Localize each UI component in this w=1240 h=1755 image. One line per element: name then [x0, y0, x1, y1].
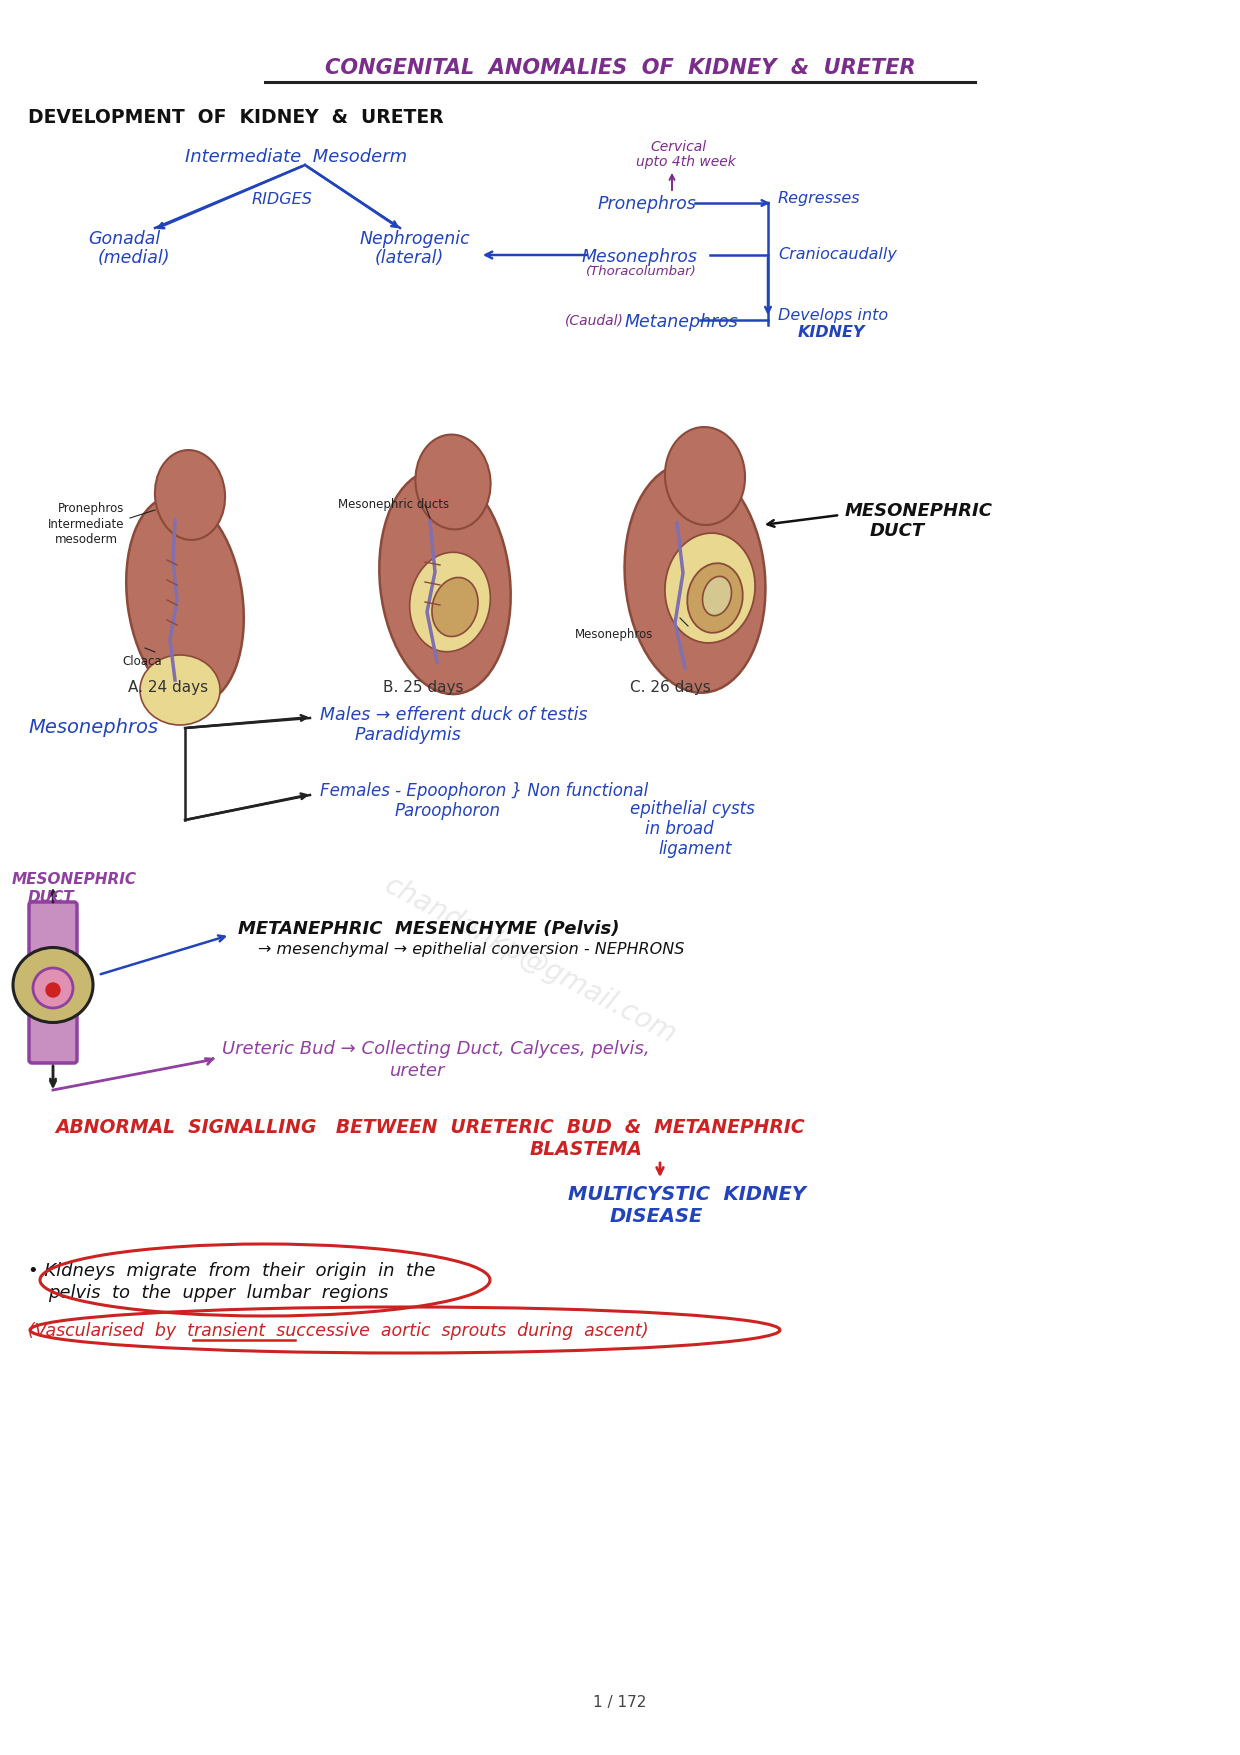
Ellipse shape: [415, 435, 491, 530]
Ellipse shape: [126, 495, 244, 704]
Text: Intermediate: Intermediate: [48, 518, 124, 532]
Text: DUCT: DUCT: [870, 521, 925, 541]
Text: DEVELOPMENT  OF  KIDNEY  &  URETER: DEVELOPMENT OF KIDNEY & URETER: [29, 109, 444, 126]
Ellipse shape: [703, 576, 732, 616]
Text: Gonadal: Gonadal: [88, 230, 160, 247]
Text: Paroophoron: Paroophoron: [396, 802, 501, 820]
Ellipse shape: [379, 470, 511, 693]
Text: ureter: ureter: [391, 1062, 445, 1079]
Text: MULTICYSTIC  KIDNEY: MULTICYSTIC KIDNEY: [568, 1185, 806, 1204]
Text: (medial): (medial): [98, 249, 171, 267]
Circle shape: [46, 983, 60, 997]
Text: epithelial cysts: epithelial cysts: [630, 800, 755, 818]
Text: Intermediate  Mesoderm: Intermediate Mesoderm: [185, 147, 407, 167]
Text: Ureteric Bud → Collecting Duct, Calyces, pelvis,: Ureteric Bud → Collecting Duct, Calyces,…: [222, 1041, 650, 1058]
Ellipse shape: [432, 577, 479, 637]
Text: METANEPHRIC  MESENCHYME (Pelvis): METANEPHRIC MESENCHYME (Pelvis): [238, 920, 620, 937]
Text: A. 24 days: A. 24 days: [128, 679, 208, 695]
Text: Mesonephros: Mesonephros: [575, 628, 653, 641]
Ellipse shape: [155, 449, 226, 541]
Text: → mesenchymal → epithelial conversion - NEPHRONS: → mesenchymal → epithelial conversion - …: [258, 942, 684, 956]
Text: in broad: in broad: [645, 820, 714, 837]
Circle shape: [33, 969, 73, 1007]
Text: DUCT: DUCT: [29, 890, 74, 906]
Text: B. 25 days: B. 25 days: [383, 679, 464, 695]
Text: Nephrogenic: Nephrogenic: [360, 230, 471, 247]
Ellipse shape: [12, 948, 93, 1023]
Text: KIDNEY: KIDNEY: [799, 325, 866, 340]
Text: (lateral): (lateral): [374, 249, 444, 267]
Text: CONGENITAL  ANOMALIES  OF  KIDNEY  &  URETER: CONGENITAL ANOMALIES OF KIDNEY & URETER: [325, 58, 915, 77]
Text: Cloaca: Cloaca: [122, 655, 161, 669]
Text: Mesonephric ducts: Mesonephric ducts: [339, 498, 449, 511]
Text: ABNORMAL  SIGNALLING   BETWEEN  URETERIC  BUD  &  METANEPHRIC: ABNORMAL SIGNALLING BETWEEN URETERIC BUD…: [55, 1118, 805, 1137]
FancyBboxPatch shape: [29, 902, 77, 1064]
Text: (Caudal): (Caudal): [565, 312, 624, 326]
Ellipse shape: [409, 553, 490, 651]
Text: (Vascularised  by  transient  successive  aortic  sprouts  during  ascent): (Vascularised by transient successive ao…: [29, 1322, 649, 1341]
Text: C. 26 days: C. 26 days: [630, 679, 711, 695]
Ellipse shape: [140, 655, 219, 725]
Ellipse shape: [687, 563, 743, 634]
Text: mesoderm: mesoderm: [55, 534, 118, 546]
Text: upto 4th week: upto 4th week: [636, 154, 735, 168]
Text: DISEASE: DISEASE: [610, 1207, 703, 1227]
Text: Develops into: Develops into: [777, 307, 888, 323]
Text: Females - Epoophoron } Non functional: Females - Epoophoron } Non functional: [320, 783, 649, 800]
Text: Males → efferent duck of testis: Males → efferent duck of testis: [320, 706, 588, 725]
Text: Craniocaudally: Craniocaudally: [777, 247, 897, 261]
Text: Mesonephros: Mesonephros: [29, 718, 157, 737]
Text: Pronephros: Pronephros: [58, 502, 124, 514]
Text: (Thoracolumbar): (Thoracolumbar): [587, 265, 697, 277]
Text: Metanephros: Metanephros: [625, 312, 739, 332]
Text: RIDGES: RIDGES: [252, 191, 312, 207]
Text: Pronephros: Pronephros: [598, 195, 697, 212]
Text: MESONEPHRIC: MESONEPHRIC: [844, 502, 993, 519]
Text: Paradidymis: Paradidymis: [355, 727, 461, 744]
Text: chandankp@gmail.com: chandankp@gmail.com: [379, 870, 681, 1049]
Text: ligament: ligament: [658, 841, 732, 858]
Text: pelvis  to  the  upper  lumbar  regions: pelvis to the upper lumbar regions: [48, 1285, 388, 1302]
Ellipse shape: [665, 534, 755, 642]
Text: MESONEPHRIC: MESONEPHRIC: [12, 872, 138, 886]
Text: 1 / 172: 1 / 172: [593, 1695, 647, 1709]
Text: Cervical: Cervical: [650, 140, 706, 154]
Text: Mesonephros: Mesonephros: [582, 247, 698, 267]
Text: BLASTEMA: BLASTEMA: [529, 1141, 642, 1158]
Ellipse shape: [665, 426, 745, 525]
Text: Regresses: Regresses: [777, 191, 861, 205]
Ellipse shape: [625, 463, 765, 693]
Text: • Kidneys  migrate  from  their  origin  in  the: • Kidneys migrate from their origin in t…: [29, 1262, 435, 1279]
